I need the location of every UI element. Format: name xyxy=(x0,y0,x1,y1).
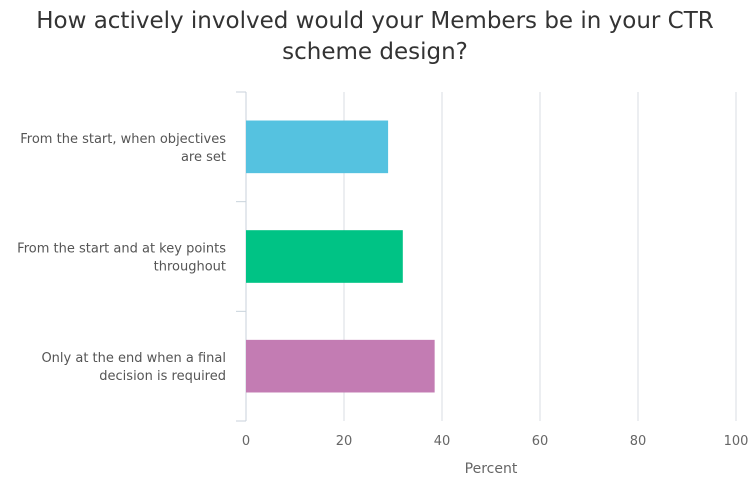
category-label: From the start, when objectives xyxy=(20,132,226,147)
x-tick-label: 60 xyxy=(532,434,549,449)
bar xyxy=(246,339,435,393)
chart-title-line-1: How actively involved would your Members… xyxy=(36,8,714,34)
x-tick-label: 80 xyxy=(630,434,647,449)
x-tick-label: 100 xyxy=(724,434,749,449)
chart-title: How actively involved would your Members… xyxy=(0,6,750,68)
category-label: are set xyxy=(181,150,226,165)
category-label: From the start and at key points xyxy=(17,242,226,257)
chart-title-line-2: scheme design? xyxy=(282,39,468,65)
x-tick-label: 40 xyxy=(434,434,451,449)
bar xyxy=(246,120,389,174)
x-tick-label: 0 xyxy=(242,434,250,449)
x-axis-title: Percent xyxy=(465,461,518,477)
x-tick-label: 20 xyxy=(336,434,353,449)
category-label: Only at the end when a final xyxy=(41,351,226,366)
category-label: decision is required xyxy=(99,369,226,384)
bar xyxy=(246,230,403,283)
category-label: throughout xyxy=(154,260,226,275)
